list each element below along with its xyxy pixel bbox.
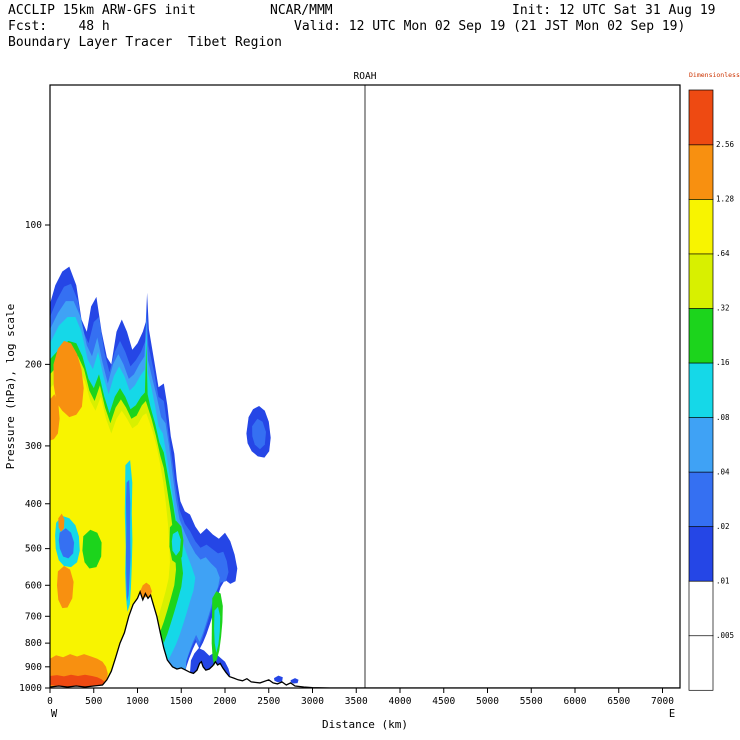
x-end-east: E <box>669 708 675 720</box>
x-end-west: W <box>51 708 58 720</box>
colorbar-segment <box>688 635 714 691</box>
x-tick-label: 6500 <box>607 696 630 707</box>
init-time: Init: 12 UTC Sat 31 Aug 19 <box>512 3 716 18</box>
x-tick-label: 5000 <box>476 696 499 707</box>
contour-orange-speck-450 <box>58 513 65 532</box>
colorbar-tick-label: .005 <box>716 631 734 640</box>
colorbar-tick-label: .01 <box>716 576 730 585</box>
colorbar-segment <box>688 471 714 528</box>
colorbar-segment <box>688 580 714 637</box>
contour-yellow-main <box>50 366 170 687</box>
center-name: NCAR/MMM <box>270 3 333 18</box>
colorbar-segment <box>688 198 714 255</box>
colorbar-units: Dimensionless <box>689 71 740 79</box>
colorbar-tick-label: .04 <box>716 467 730 476</box>
y-tick-label: 1000 <box>19 683 42 694</box>
x-tick-label: 0 <box>47 696 53 707</box>
x-tick-label: 2500 <box>257 696 280 707</box>
y-axis-title: Pressure (hPa), log scale <box>4 304 17 470</box>
contour-blue-speck-2600 <box>274 675 283 683</box>
y-tick-label: 700 <box>25 611 42 622</box>
x-tick-label: 500 <box>85 696 102 707</box>
colorbar-segment <box>688 362 714 418</box>
forecast-hour: Fcst: 48 h <box>8 19 110 34</box>
colorbar-tick-label: .64 <box>716 249 730 258</box>
terrain-profile <box>50 590 680 688</box>
x-tick-label: 2000 <box>214 696 237 707</box>
contour-orange-mountain-top <box>140 582 152 598</box>
valid-time: Valid: 12 UTC Mon 02 Sep 19 (21 JST Mon … <box>294 19 686 34</box>
x-tick-label: 5500 <box>520 696 543 707</box>
colorbar-segment <box>688 526 714 582</box>
colorbar-tick-label: 1.28 <box>716 195 735 204</box>
x-tick-label: 1000 <box>126 696 149 707</box>
contour-orange-upper-left <box>53 340 84 418</box>
colorbar-segment <box>688 89 714 146</box>
x-tick-label: 6000 <box>564 696 587 707</box>
colorbar-tick-label: .02 <box>716 522 730 531</box>
y-tick-label: 300 <box>25 441 42 452</box>
colorbar-segment <box>688 144 714 200</box>
contour-hole-blue-left <box>58 528 75 559</box>
contour-blue-low-right <box>190 648 231 677</box>
y-tick-label: 500 <box>25 544 42 555</box>
colorbar: .005 .01 .02 .04 .08 .16 .32 .64 1.28 2.56 Dimensi… <box>688 71 740 691</box>
contour-patch-cyan-1450 <box>171 531 181 556</box>
contour-blue2-blob-2400 <box>252 418 266 450</box>
colorbar-segment <box>688 253 714 309</box>
contour-orange-col-600 <box>57 566 74 609</box>
contour-hole-green-mid <box>82 529 102 569</box>
x-tick-label: 3000 <box>301 696 324 707</box>
x-axis-title: Distance (km) <box>322 718 408 731</box>
contour-red-surface-core <box>50 674 105 687</box>
y-tick-label: 800 <box>25 638 42 649</box>
model-title: ACCLIP 15km ARW-GFS init <box>8 3 196 18</box>
x-tick-label: 3500 <box>345 696 368 707</box>
colorbar-tick-label: .08 <box>716 413 730 422</box>
roah-label: ROAH <box>354 71 377 82</box>
y-tick-label: 200 <box>25 359 42 370</box>
contour-orange-left-edge <box>50 394 60 441</box>
colorbar-segment <box>688 307 714 364</box>
x-axis: 0 500 1000 1500 2000 2500 3000 3500 4000 4500 5000… <box>47 688 675 731</box>
plot-frame <box>49 84 681 689</box>
y-tick-label: 100 <box>25 220 42 231</box>
contour-col-blue-900 <box>126 479 131 602</box>
y-tick-label: 900 <box>25 662 42 673</box>
colorbar-tick-label: .16 <box>716 358 730 367</box>
contour-col-cyan-1900 <box>214 606 221 653</box>
y-tick-label: 400 <box>25 499 42 510</box>
contour-fills <box>50 266 299 687</box>
x-tick-label: 4000 <box>389 696 412 707</box>
y-tick-label: 600 <box>25 580 42 591</box>
x-tick-label: 4500 <box>432 696 455 707</box>
colorbar-tick-label: .32 <box>716 304 730 313</box>
y-axis: 100 200 300 400 500 600 700 800 900 1000 Pressure … <box>4 220 50 694</box>
colorbar-segment <box>688 416 714 473</box>
x-tick-label: 7000 <box>651 696 674 707</box>
x-tick-label: 1500 <box>170 696 193 707</box>
contour-blue-speck-2800 <box>290 678 299 684</box>
colorbar-tick-label: 2.56 <box>716 140 735 149</box>
product-title: Boundary Layer Tracer Tibet Region <box>8 35 282 50</box>
